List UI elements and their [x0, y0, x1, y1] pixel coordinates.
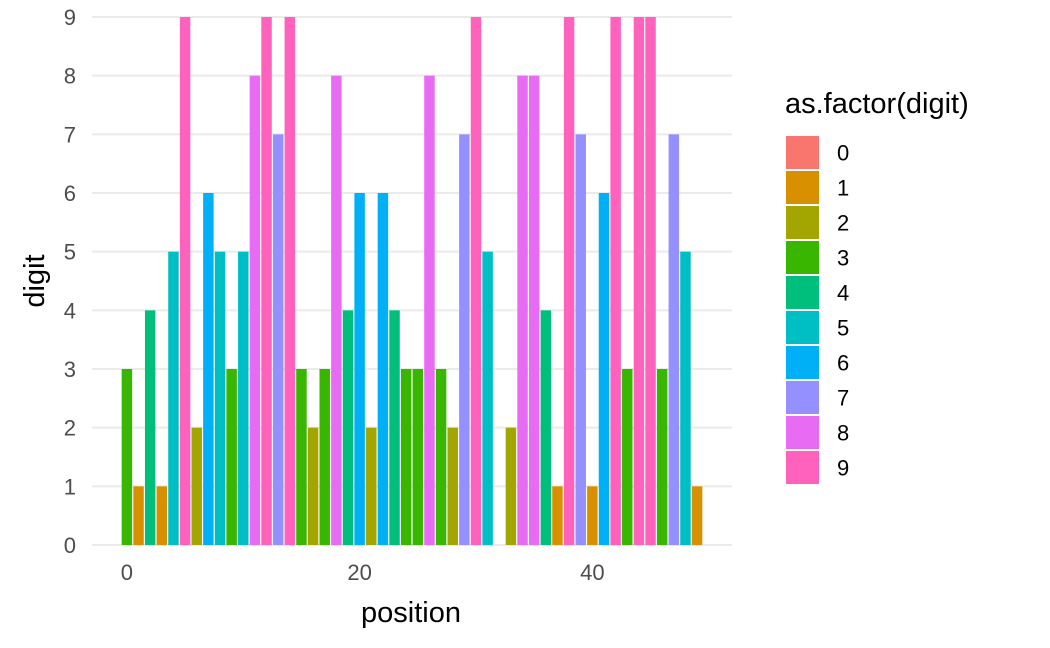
bar [528, 75, 540, 546]
bar [400, 369, 412, 545]
legend: as.factor(digit) 0 1 2 3 4 5 6 7 8 9 [785, 88, 969, 484]
y-tick-label: 3 [64, 357, 76, 382]
bar [366, 427, 377, 545]
bar [156, 486, 168, 545]
bar [517, 75, 528, 546]
bar [622, 369, 633, 545]
bar [610, 17, 621, 545]
y-tick-label: 0 [64, 533, 76, 558]
legend-swatch [786, 346, 819, 379]
bar [435, 369, 447, 545]
y-tick-label: 2 [64, 416, 76, 441]
bar [331, 75, 342, 546]
x-tick-label: 0 [121, 560, 133, 585]
bar [552, 486, 563, 545]
bar [238, 251, 249, 545]
bar [389, 310, 400, 545]
y-tick-label: 6 [64, 181, 76, 206]
bar [133, 486, 144, 545]
bar [540, 310, 552, 545]
bar [691, 486, 703, 545]
bar [284, 17, 296, 545]
bar [575, 134, 586, 546]
x-axis-title: position [361, 597, 461, 629]
bar [249, 75, 261, 546]
legend-label: 3 [837, 246, 849, 271]
y-tick-label: 7 [64, 122, 76, 147]
legend-swatch [786, 136, 819, 169]
legend-swatch [786, 276, 819, 309]
bar [296, 369, 307, 545]
legend-swatch [786, 241, 819, 274]
legend-label: 5 [837, 316, 849, 341]
y-tick-label: 1 [64, 474, 76, 499]
bar [354, 193, 365, 545]
bar [645, 17, 656, 545]
x-tick-label: 20 [347, 560, 371, 585]
bar [144, 310, 156, 545]
y-tick-label: 5 [64, 240, 76, 265]
bar [563, 17, 575, 545]
y-axis-ticks: 0 1 2 3 4 5 6 7 8 9 [64, 5, 76, 558]
x-axis-ticks: 0 20 40 [121, 560, 605, 585]
bar [587, 486, 598, 545]
bar [121, 369, 133, 545]
bar [482, 251, 493, 545]
y-axis-title: digit [19, 254, 51, 307]
bar [261, 17, 272, 545]
legend-label: 4 [837, 281, 849, 306]
bar [179, 17, 191, 545]
legend-swatch [786, 381, 819, 414]
bar [668, 134, 680, 546]
bar [412, 369, 424, 545]
bar [377, 193, 389, 545]
y-tick-label: 9 [64, 5, 76, 30]
legend-label: 8 [837, 421, 849, 446]
bar [656, 369, 668, 545]
legend-swatch [786, 311, 819, 344]
bar [168, 251, 179, 545]
bar [633, 17, 645, 545]
legend-title: as.factor(digit) [785, 88, 969, 120]
bar [459, 134, 470, 546]
legend-label: 1 [837, 176, 849, 201]
bar [598, 193, 610, 545]
bars [121, 17, 703, 546]
bar [214, 251, 226, 545]
legend-swatch [786, 171, 819, 204]
bar [319, 369, 330, 545]
bar [203, 193, 214, 545]
bar [307, 427, 319, 545]
bar [191, 427, 202, 545]
legend-swatch [786, 451, 819, 484]
bar [470, 17, 482, 545]
y-tick-label: 4 [64, 298, 76, 323]
bar [424, 75, 435, 546]
legend-swatch [786, 416, 819, 449]
bar [272, 134, 284, 546]
bar [680, 251, 691, 545]
legend-swatch [786, 206, 819, 239]
legend-label: 9 [837, 456, 849, 481]
x-tick-label: 40 [580, 560, 604, 585]
legend-label: 7 [837, 386, 849, 411]
legend-label: 2 [837, 211, 849, 236]
legend-label: 0 [837, 141, 849, 166]
bar [342, 310, 354, 545]
bar [447, 427, 458, 545]
bar [226, 369, 237, 545]
legend-label: 6 [837, 351, 849, 376]
bar [505, 427, 517, 545]
y-tick-label: 8 [64, 64, 76, 89]
